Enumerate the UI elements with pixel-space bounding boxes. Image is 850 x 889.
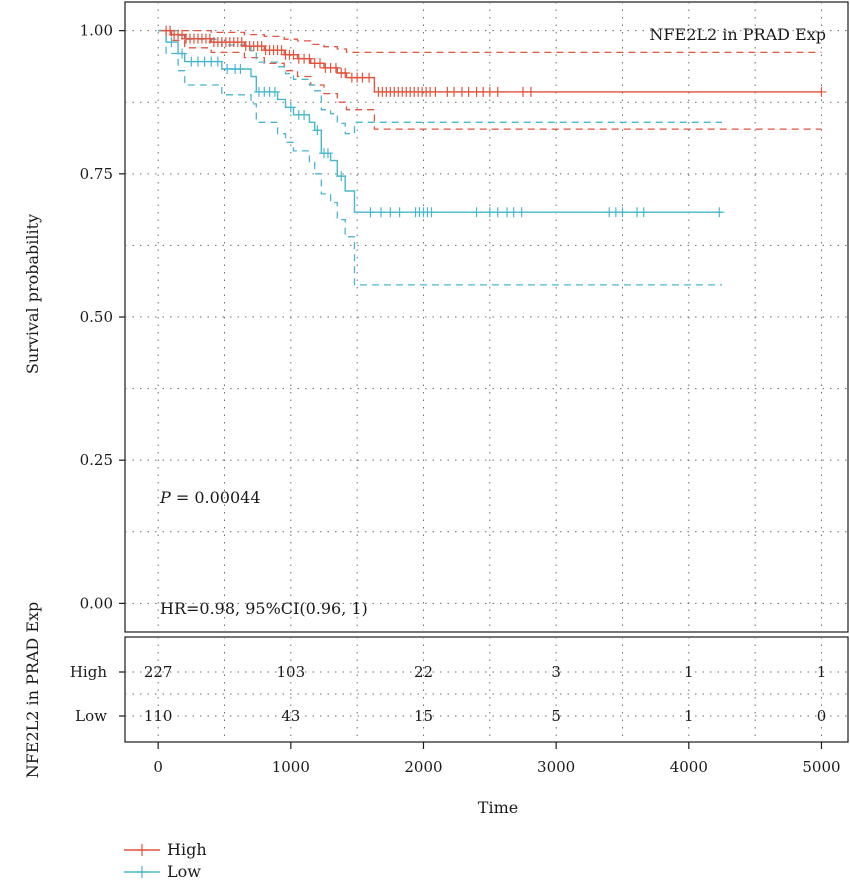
censor-mark-low: [426, 207, 437, 218]
censor-mark-high: [364, 72, 375, 83]
ci-lower-low: [158, 29, 722, 286]
censor-mark-high: [177, 29, 188, 40]
risk-count: 22: [414, 663, 433, 681]
risk-count: 0: [817, 707, 827, 725]
censor-marks: [161, 25, 827, 218]
risk-table: High 227 103 22 3 1 1 Low 110 43 15 5 1 0: [70, 663, 826, 725]
censor-mark-low: [376, 207, 387, 218]
censor-mark-low: [638, 207, 649, 218]
legend-label-high: High: [167, 840, 207, 859]
censor-mark-low: [177, 48, 188, 59]
risk-table-y-label: NFE2L2 in PRAD Exp: [23, 602, 42, 779]
x-tick-label: 0: [153, 758, 163, 776]
x-tick-label: 1000: [272, 758, 310, 776]
legend-label-low: Low: [167, 862, 201, 881]
p-value-text: = 0.00044: [171, 488, 261, 507]
risk-count: 1: [684, 707, 694, 725]
censor-mark-low: [385, 207, 396, 218]
y-axis-label: Survival probability: [23, 214, 42, 374]
y-axis: 0.00 0.25 0.50 0.75 1.00: [80, 22, 125, 612]
censor-mark-high: [304, 53, 315, 64]
risk-row-label-low: Low: [75, 707, 107, 725]
censor-mark-low: [312, 125, 323, 136]
x-tick-label: 5000: [802, 758, 840, 776]
y-tick-label: 1.00: [80, 22, 113, 40]
x-tick-label: 4000: [670, 758, 708, 776]
censor-mark-high: [315, 58, 326, 69]
curve-low: [158, 29, 722, 213]
risk-table-frame: [124, 636, 849, 743]
p-value-symbol: P: [159, 488, 171, 507]
censor-mark-low: [269, 86, 280, 97]
censor-mark-high: [430, 86, 441, 97]
y-tick-label: 0.25: [80, 451, 113, 469]
censor-mark-high: [256, 41, 267, 52]
censor-mark-low: [714, 207, 725, 218]
censor-mark-low: [617, 207, 628, 218]
censor-mark-high: [492, 86, 503, 97]
censor-mark-high: [330, 62, 341, 73]
censor-mark-low: [285, 102, 296, 113]
censor-mark-low: [365, 207, 376, 218]
p-value-annotation: P = 0.00044: [159, 488, 261, 507]
ci-lower-high: [158, 29, 822, 130]
censor-mark-high: [340, 68, 351, 79]
censor-mark-low: [336, 171, 347, 182]
censor-mark-high: [165, 25, 176, 36]
risk-table-grid: [125, 637, 848, 742]
censor-mark-low: [299, 109, 310, 120]
legend: High Low: [124, 840, 207, 881]
x-axis-label: Time: [478, 798, 518, 817]
censor-mark-low: [516, 207, 527, 218]
x-tick-label: 2000: [404, 758, 442, 776]
risk-count: 110: [144, 707, 173, 725]
censor-mark-high: [236, 37, 247, 48]
risk-count: 5: [551, 707, 561, 725]
censor-mark-high: [816, 86, 827, 97]
ci-upper-high: [158, 29, 822, 54]
risk-count: 103: [277, 663, 306, 681]
risk-count: 43: [281, 707, 300, 725]
risk-count: 3: [551, 663, 561, 681]
censor-mark-high: [525, 86, 536, 97]
legend-marker-high: [137, 844, 147, 856]
censor-mark-low: [235, 64, 246, 75]
censor-mark-low: [322, 148, 333, 159]
ci-upper-low: [158, 29, 722, 135]
y-tick-label: 0.50: [80, 308, 113, 326]
main-grid: [125, 2, 848, 632]
hr-annotation: HR=0.98, 95%CI(0.96, 1): [160, 599, 368, 618]
censor-mark-low: [166, 37, 177, 48]
y-tick-label: 0.00: [80, 594, 113, 612]
censor-mark-high: [288, 49, 299, 60]
risk-count: 227: [144, 663, 173, 681]
censor-mark-low: [394, 207, 405, 218]
legend-marker-low: [137, 866, 147, 878]
risk-count: 15: [414, 707, 433, 725]
censor-mark-high: [276, 45, 287, 56]
risk-count: 1: [817, 663, 827, 681]
chart-title: NFE2L2 in PRAD Exp: [649, 25, 826, 44]
x-tick-label: 3000: [537, 758, 575, 776]
x-axis: 0 1000 2000 3000 4000 5000: [153, 742, 841, 776]
censor-mark-low: [212, 56, 223, 67]
risk-row-label-high: High: [70, 663, 107, 681]
y-tick-label: 0.75: [80, 165, 113, 183]
confidence-bands: [158, 29, 822, 286]
censor-mark-low: [471, 207, 482, 218]
risk-count: 1: [684, 663, 694, 681]
censor-mark-low: [492, 207, 503, 218]
